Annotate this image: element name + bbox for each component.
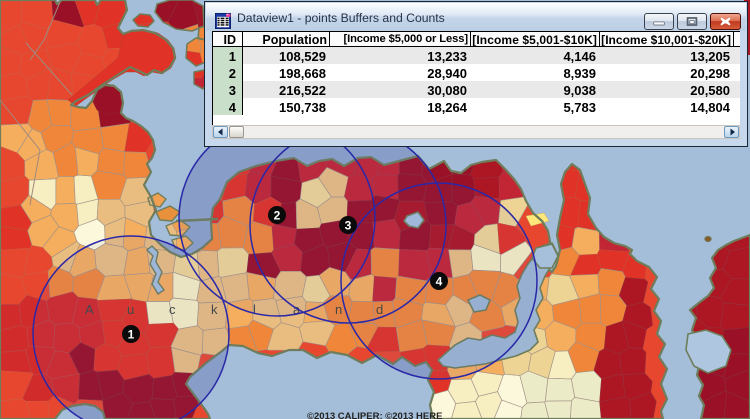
svg-text:4: 4 [436, 275, 443, 289]
svg-text:l: l [253, 302, 256, 317]
svg-text:n: n [335, 302, 342, 317]
svg-text:c: c [169, 302, 176, 317]
svg-text:©2013 CALIPER; ©2013 HERE: ©2013 CALIPER; ©2013 HERE [307, 411, 442, 419]
svg-text:2: 2 [274, 209, 281, 223]
svg-text:3: 3 [345, 219, 352, 233]
svg-text:k: k [211, 302, 218, 317]
svg-text:u: u [127, 302, 134, 317]
svg-text:1: 1 [128, 328, 135, 342]
svg-text:A: A [85, 302, 94, 317]
svg-text:d: d [376, 302, 383, 317]
